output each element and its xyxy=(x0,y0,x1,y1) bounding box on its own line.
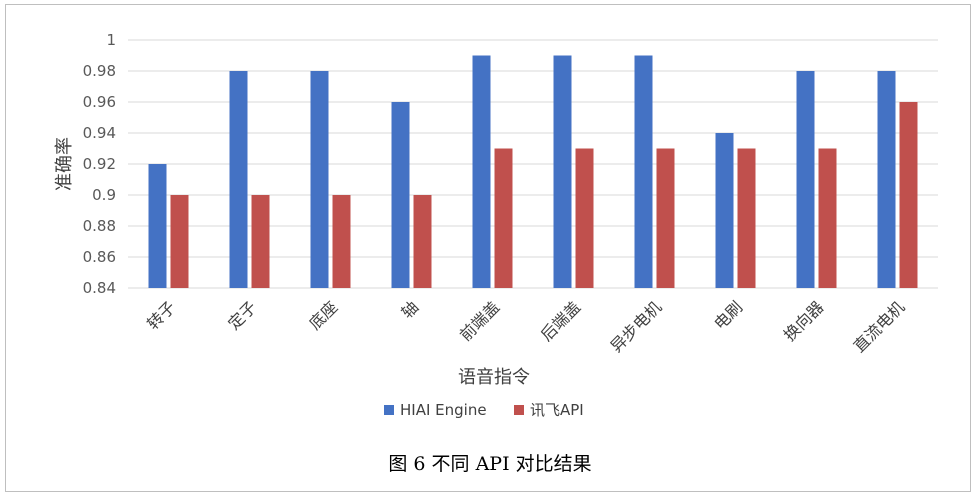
category-label: 定子 xyxy=(224,297,260,333)
category-labels: 转子 定子 底座 轴 前端盖 后端盖 异步电机 电刷 换向器 直流电机 xyxy=(143,297,908,356)
bar-hiai-9 xyxy=(877,71,896,288)
bar-xunfei-7 xyxy=(737,148,756,288)
bar-xunfei-6 xyxy=(656,148,675,288)
bar-hiai-4 xyxy=(472,55,491,288)
category-label: 前端盖 xyxy=(456,297,503,344)
category-label: 直流电机 xyxy=(850,297,909,356)
y-tick-label: 1 xyxy=(106,31,116,49)
bar-xunfei-9 xyxy=(899,102,918,288)
bar-xunfei-4 xyxy=(494,148,513,288)
bar-hiai-2 xyxy=(310,71,329,288)
y-tick-label: 0.84 xyxy=(83,279,116,297)
bar-xunfei-0 xyxy=(170,195,189,288)
bar-xunfei-1 xyxy=(251,195,270,288)
category-label: 换向器 xyxy=(780,297,827,344)
legend-swatch xyxy=(384,405,394,415)
y-tick-label: 0.92 xyxy=(83,155,116,173)
y-tick-labels: 0.84 0.86 0.88 0.9 0.92 0.94 0.96 0.98 1 xyxy=(83,31,116,297)
gridlines xyxy=(128,39,938,289)
y-tick-label: 0.98 xyxy=(83,62,116,80)
legend-label: 讯飞API xyxy=(530,401,584,419)
y-tick-label: 0.88 xyxy=(83,217,116,235)
bar-xunfei-8 xyxy=(818,148,837,288)
bar-hiai-7 xyxy=(715,133,734,288)
legend-swatch xyxy=(514,405,524,415)
bar-hiai-5 xyxy=(553,55,572,288)
category-label: 电刷 xyxy=(710,297,746,333)
bar-xunfei-2 xyxy=(332,195,351,288)
bar-xunfei-5 xyxy=(575,148,594,288)
legend: HIAI Engine 讯飞API xyxy=(384,401,584,419)
bar-hiai-3 xyxy=(391,102,410,288)
category-label: 后端盖 xyxy=(537,297,584,344)
category-label: 转子 xyxy=(143,297,179,333)
y-tick-label: 0.9 xyxy=(92,186,116,204)
category-label: 底座 xyxy=(305,297,341,333)
bar-hiai-6 xyxy=(634,55,653,288)
bar-hiai-0 xyxy=(148,164,167,288)
x-axis-title: 语音指令 xyxy=(458,367,530,388)
legend-label: HIAI Engine xyxy=(400,401,487,419)
category-label: 轴 xyxy=(398,297,423,322)
y-tick-label: 0.94 xyxy=(83,124,116,142)
figure-caption: 图 6 不同 API 对比结果 xyxy=(388,453,591,475)
bar-hiai-1 xyxy=(229,71,248,288)
y-tick-label: 0.96 xyxy=(83,93,116,111)
bar-xunfei-3 xyxy=(413,195,432,288)
bars xyxy=(148,55,918,288)
category-label: 异步电机 xyxy=(607,297,666,356)
y-axis-title: 准确率 xyxy=(54,137,75,191)
bar-hiai-8 xyxy=(796,71,815,288)
y-tick-label: 0.86 xyxy=(83,248,116,266)
